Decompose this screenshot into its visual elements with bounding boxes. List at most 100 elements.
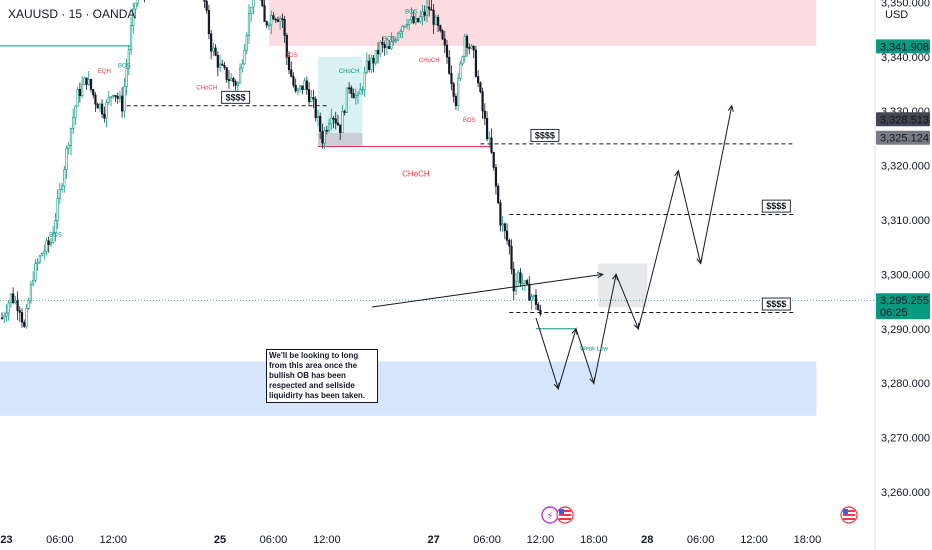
candle-body: [52, 232, 55, 243]
candle-body: [485, 118, 489, 139]
candle-body: [319, 116, 322, 132]
candle-body: [109, 96, 113, 99]
candle-body: [521, 282, 524, 285]
candle-body: [499, 202, 502, 226]
note-arrowhead: [596, 272, 604, 279]
price-tag: [876, 293, 930, 320]
price-tag: [876, 112, 930, 127]
liquidity-label: $$$$: [226, 92, 246, 102]
candle-body: [3, 315, 6, 319]
projection-arrowhead: [727, 104, 734, 112]
candle-body: [410, 16, 413, 21]
candle-body: [252, 0, 255, 8]
time-axis[interactable]: 23 06:00 12:00 25 06:00 12:00 27 06:00 12:00 18:0…: [0, 534, 821, 546]
candle-body: [43, 250, 46, 254]
candle-body: [341, 111, 344, 134]
price-tick-label: 3,350.000: [881, 0, 930, 9]
candle-body: [414, 18, 417, 24]
candle-body: [250, 6, 253, 14]
candle-body: [98, 103, 101, 109]
candle-body: [20, 312, 24, 323]
candle-body: [408, 19, 411, 25]
candle-body: [67, 145, 70, 149]
candle-body: [132, 8, 135, 26]
candle-body: [494, 167, 498, 187]
price-tag-value: 3,328.513: [880, 114, 929, 126]
candle-body: [530, 296, 533, 301]
candle-body: [40, 253, 44, 257]
candle-body: [423, 11, 426, 16]
candle-body: [474, 49, 478, 77]
time-tick-label: 28: [641, 534, 653, 546]
candle-body: [483, 110, 486, 119]
price-axis[interactable]: 3,260.000 3,270.000 3,280.000 3,290.000 3,30…: [881, 0, 930, 499]
time-tick-label: 12:00: [313, 534, 341, 546]
candle-body: [123, 86, 126, 112]
liquidity-label: $$$$: [766, 201, 786, 211]
candle-body: [29, 283, 33, 302]
countdown-value: 06:25: [880, 307, 908, 319]
candle-body: [390, 41, 393, 50]
candle-body: [210, 33, 213, 52]
candle-body: [112, 95, 115, 98]
candle-body: [468, 47, 471, 49]
candle-body: [207, 10, 211, 35]
candle-body: [352, 93, 355, 99]
candle-body: [103, 113, 106, 119]
us-flag-icon[interactable]: [840, 506, 858, 524]
structure-label: Weak Low: [580, 347, 609, 353]
candle-body: [517, 272, 520, 282]
liquidity-label: $$$$: [766, 299, 786, 309]
time-tick-label: 18:00: [794, 534, 822, 546]
candle-body: [481, 91, 484, 112]
projection-arrowhead: [612, 273, 619, 281]
price-tag: [876, 39, 930, 54]
candle-body: [419, 16, 422, 22]
candle-body: [323, 130, 326, 144]
time-tick-label: 27: [428, 534, 440, 546]
candle-body: [532, 294, 535, 297]
structure-label: BOS: [405, 9, 418, 15]
candle-body: [203, 0, 206, 2]
liquidity-box: [530, 128, 560, 142]
candle-body: [83, 77, 86, 85]
candle-body: [430, 9, 433, 11]
candle-body: [283, 18, 286, 36]
price-tick-label: 3,300.000: [881, 269, 930, 281]
price-tags-layer: 3,341.908 3,328.513 3,325.124 3,295.25506:2…: [876, 39, 930, 320]
candle-body: [401, 26, 404, 32]
candle-body: [347, 87, 351, 90]
candle-body: [379, 41, 382, 55]
candle-body: [47, 240, 50, 245]
candle-body: [7, 302, 10, 314]
candle-body: [49, 242, 53, 245]
candle-body: [503, 223, 506, 232]
candle-body: [16, 300, 19, 311]
candle-body: [230, 78, 233, 82]
us-flag-icon[interactable]: [556, 506, 574, 524]
liquidity-box: [761, 297, 791, 311]
time-tick-label: 25: [214, 534, 226, 546]
candle-body: [539, 309, 542, 315]
candle-body: [461, 56, 464, 65]
candle-body: [443, 38, 446, 46]
symbol-title[interactable]: XAUUSD · 15 · OANDA: [8, 7, 136, 21]
candle-body: [105, 102, 108, 119]
candle-body: [472, 45, 475, 51]
candle-body: [114, 95, 117, 97]
candle-body: [81, 84, 84, 96]
price-tick-label: 3,320.000: [881, 161, 930, 173]
candle-body: [287, 56, 291, 71]
note-line: respected and sellside: [269, 381, 355, 390]
structure-label: BOS: [285, 53, 298, 59]
candle-body: [127, 49, 130, 69]
candle-body: [488, 137, 491, 140]
price-tag-value: 3,325.124: [880, 133, 929, 145]
candle-body: [218, 63, 222, 68]
projection-arrowhead: [674, 169, 681, 178]
candle-body: [9, 293, 13, 304]
candle-body: [425, 6, 429, 16]
candle-body: [412, 16, 415, 24]
candle-body: [394, 39, 397, 42]
